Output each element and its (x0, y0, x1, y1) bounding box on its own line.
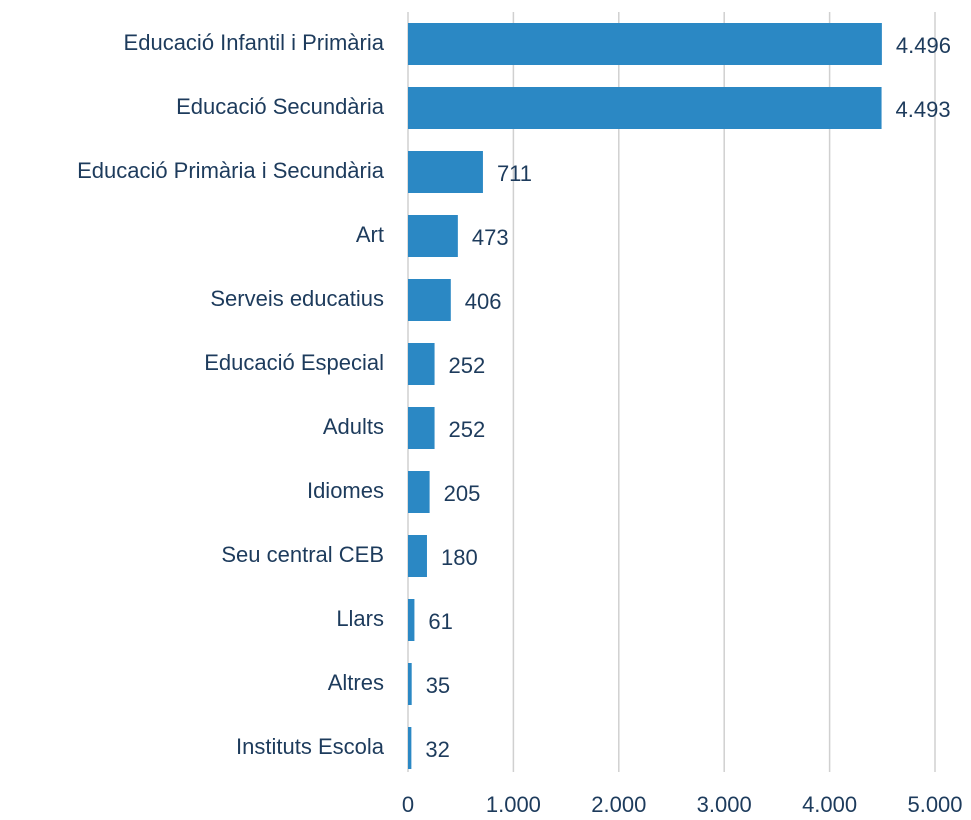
category-label: Adults (323, 414, 384, 439)
bar (408, 151, 483, 193)
bar (408, 23, 882, 65)
bar (408, 599, 415, 641)
value-label: 61 (428, 609, 452, 634)
category-label: Instituts Escola (236, 734, 385, 759)
value-label: 406 (465, 289, 502, 314)
category-label: Idiomes (307, 478, 384, 503)
bar (408, 471, 430, 513)
bar (408, 343, 435, 385)
x-tick-label: 3.000 (697, 792, 752, 817)
bar (408, 87, 882, 129)
bar (408, 407, 435, 449)
category-label: Art (356, 222, 384, 247)
x-tick-label: 1.000 (486, 792, 541, 817)
bar (408, 663, 412, 705)
x-tick-label: 0 (402, 792, 414, 817)
category-label: Seu central CEB (221, 542, 384, 567)
x-tick-label: 2.000 (591, 792, 646, 817)
category-label: Llars (336, 606, 384, 631)
category-label: Educació Especial (204, 350, 384, 375)
category-label: Educació Primària i Secundària (77, 158, 385, 183)
value-label: 252 (449, 353, 486, 378)
value-label: 32 (425, 737, 449, 762)
x-tick-label: 4.000 (802, 792, 857, 817)
category-label: Educació Secundària (176, 94, 385, 119)
bar (408, 535, 427, 577)
bar (408, 727, 412, 769)
category-label: Altres (328, 670, 384, 695)
value-label: 4.496 (896, 33, 951, 58)
value-label: 4.493 (896, 97, 951, 122)
value-label: 252 (449, 417, 486, 442)
value-label: 711 (497, 161, 532, 186)
x-tick-label: 5.000 (907, 792, 962, 817)
category-label: Educació Infantil i Primària (124, 30, 385, 55)
category-label: Serveis educatius (210, 286, 384, 311)
value-label: 180 (441, 545, 478, 570)
bar (408, 279, 451, 321)
value-label: 35 (426, 673, 450, 698)
value-label: 473 (472, 225, 509, 250)
bar (408, 215, 458, 257)
value-label: 205 (444, 481, 481, 506)
